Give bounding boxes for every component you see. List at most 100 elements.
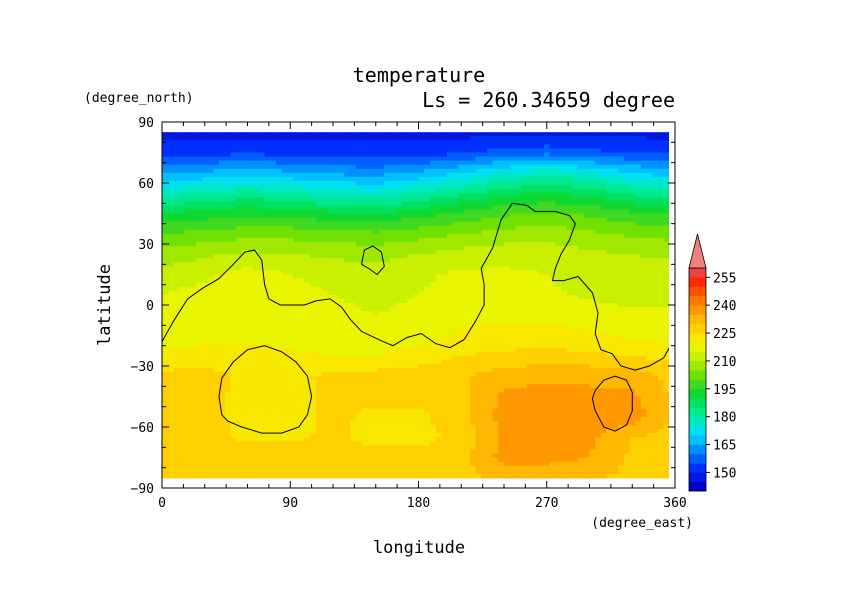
field-cell <box>663 319 669 324</box>
field-cell <box>213 168 220 174</box>
field-cell <box>538 274 545 280</box>
field-cell <box>173 185 180 190</box>
field-cell <box>538 323 545 328</box>
field-cell <box>196 241 203 247</box>
field-cell <box>287 339 294 345</box>
field-cell <box>441 233 448 239</box>
field-cell <box>401 262 408 267</box>
field-cell <box>623 262 630 267</box>
field-cell <box>304 311 311 316</box>
field-cell <box>606 254 613 259</box>
field-cell <box>566 172 573 178</box>
field-cell <box>566 347 573 353</box>
field-cell <box>424 339 431 345</box>
field-cell <box>424 274 431 280</box>
field-cell <box>561 270 568 276</box>
field-cell <box>486 343 494 349</box>
field-cell <box>201 229 209 235</box>
field-cell <box>486 237 494 243</box>
field-cell <box>350 225 357 231</box>
field-cell <box>464 258 471 263</box>
field-cell <box>486 229 494 235</box>
field-cell <box>270 172 277 178</box>
field-cell <box>247 258 254 263</box>
field-cell <box>390 156 397 162</box>
field-cell <box>179 185 186 190</box>
field-cell <box>515 286 522 292</box>
field-cell <box>321 327 328 333</box>
field-cell <box>276 270 283 276</box>
field-cell <box>401 282 408 288</box>
field-cell <box>333 132 340 137</box>
field-cell <box>652 262 659 267</box>
field-cell <box>652 270 659 276</box>
field-cell <box>384 335 391 341</box>
field-cell <box>338 144 345 150</box>
field-cell <box>378 355 385 361</box>
field-cell <box>532 185 539 190</box>
field-cell <box>663 148 669 154</box>
chart-subtitle: Ls = 260.34659 degree <box>422 88 675 112</box>
field-cell <box>367 221 374 227</box>
field-cell <box>310 347 317 353</box>
field-cell <box>270 270 277 276</box>
field-cell <box>652 180 659 186</box>
field-cell <box>606 185 613 190</box>
field-cell <box>429 176 437 182</box>
field-cell <box>281 225 288 231</box>
field-cell <box>589 144 596 150</box>
field-cell <box>464 278 471 284</box>
field-cell <box>458 156 465 162</box>
field-cell <box>167 266 174 272</box>
field-cell <box>515 290 522 296</box>
field-cell <box>173 136 180 141</box>
field-cell <box>338 258 345 263</box>
field-cell <box>287 185 294 190</box>
field-cell <box>561 237 568 243</box>
field-cell <box>281 286 288 292</box>
field-cell <box>355 270 363 276</box>
field-cell <box>264 225 271 231</box>
field-cell <box>583 307 591 312</box>
field-cell <box>310 302 317 308</box>
field-cell <box>201 164 209 170</box>
field-cell <box>321 246 328 251</box>
field-cell <box>327 258 334 263</box>
field-cell <box>521 347 528 353</box>
field-cell <box>207 132 214 137</box>
field-cell <box>219 331 226 337</box>
field-cell <box>304 331 311 337</box>
field-cell <box>407 148 414 154</box>
field-cell <box>298 274 306 280</box>
field-cell <box>395 355 402 361</box>
field-cell <box>395 298 402 304</box>
field-cell <box>424 262 431 267</box>
field-cell <box>555 176 562 182</box>
field-cell <box>293 327 300 333</box>
field-cell <box>657 172 665 178</box>
field-cell <box>572 156 579 162</box>
field-cell <box>481 262 488 267</box>
field-cell <box>469 294 477 300</box>
field-cell <box>652 290 659 296</box>
field-cell <box>452 221 459 227</box>
field-cell <box>304 315 311 320</box>
field-cell <box>583 331 591 337</box>
field-cell <box>561 172 568 178</box>
field-cell <box>441 193 448 198</box>
field-cell <box>287 148 294 154</box>
field-cell <box>606 160 613 166</box>
field-cell <box>612 254 619 259</box>
field-cell <box>429 209 437 215</box>
field-cell <box>213 197 220 202</box>
field-cell <box>469 262 477 267</box>
field-cell <box>196 193 203 198</box>
field-cell <box>213 262 220 267</box>
field-cell <box>555 152 562 158</box>
field-cell <box>321 229 328 235</box>
field-cell <box>618 307 625 312</box>
field-cell <box>344 282 351 288</box>
field-cell <box>355 250 363 255</box>
field-cell <box>390 144 397 150</box>
field-cell <box>424 176 431 182</box>
